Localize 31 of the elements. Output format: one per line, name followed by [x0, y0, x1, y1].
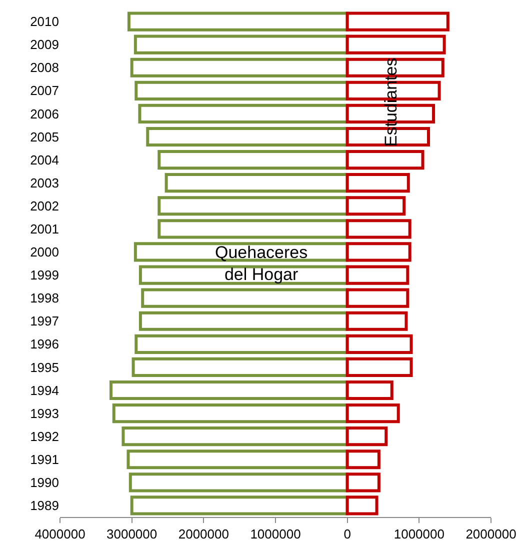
x-tick-label: 2000000: [466, 526, 516, 542]
y-tick-label: 1989: [30, 498, 59, 514]
y-tick-label: 2007: [30, 83, 59, 98]
x-tick-label: 1000000: [250, 526, 301, 542]
y-tick-label: 1992: [30, 428, 59, 444]
x-tick-label: 0: [344, 526, 351, 542]
y-tick-label: 2000: [30, 244, 59, 260]
y-tick-label: 2005: [30, 129, 59, 144]
y-tick-label: 2006: [30, 106, 59, 122]
x-tick-label: 4000000: [34, 526, 86, 542]
y-tick-label: 2008: [30, 60, 59, 76]
x-tick-label: 2000000: [178, 526, 229, 542]
y-tick-label: 1997: [30, 314, 59, 329]
y-tick-label: 1994: [30, 382, 59, 398]
y-tick-label: 1991: [30, 452, 59, 467]
y-tick-label: 1998: [30, 290, 59, 306]
y-tick-label: 2010: [30, 14, 59, 30]
y-tick-label: 2001: [30, 221, 59, 236]
y-tick-label: 1999: [30, 268, 59, 283]
y-tick-label: 1995: [30, 360, 59, 375]
y-tick-label: 1990: [30, 474, 59, 490]
y-tick-label: 2004: [30, 152, 59, 168]
y-tick-label: 1996: [30, 336, 59, 352]
x-tick-label: 3000000: [106, 526, 158, 542]
text: Estudiantes: [381, 58, 400, 147]
x-tick-label: 1000000: [394, 526, 444, 542]
y-tick-label: 2003: [30, 175, 59, 190]
y-tick-label: 1993: [30, 406, 59, 421]
series-label: Quehaceres del Hogar: [215, 243, 308, 284]
y-tick-label: 2002: [30, 198, 59, 214]
y-tick-label: 2009: [30, 37, 59, 52]
